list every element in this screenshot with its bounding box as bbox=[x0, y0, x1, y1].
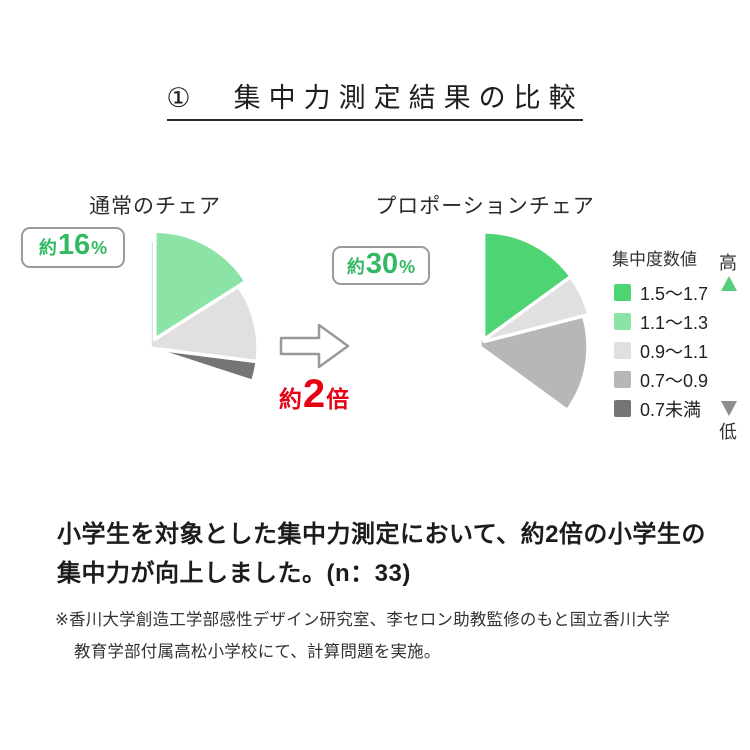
legend: 1.5〜1.7 1.1〜1.3 0.9〜1.1 0.7〜0.9 0.7未満 bbox=[614, 284, 708, 420]
summary-line-1: 小学生を対象とした集中力測定において、約2倍の小学生の bbox=[57, 521, 706, 548]
footnote-line-1: ※香川大学創造工学部感性デザイン研究室、李セロン助教監修のもと国立香川大学 bbox=[55, 606, 670, 630]
callout-16-percent: 約 16% bbox=[21, 227, 125, 268]
legend-item: 0.7〜0.9 bbox=[614, 371, 708, 391]
legend-label: 1.1〜1.3 bbox=[640, 312, 709, 333]
callout-30-percent: 約 30% bbox=[332, 246, 430, 285]
pie-chart-normal-chair bbox=[148, 229, 260, 384]
callout-prefix: 約 bbox=[38, 238, 57, 258]
legend-swatch-mid bbox=[614, 342, 631, 359]
pie-slice-proportion-chair-1.5〜1.7 bbox=[481, 230, 573, 342]
callout-value: 30 bbox=[365, 248, 399, 280]
legend-label: 0.7〜0.9 bbox=[640, 370, 709, 391]
title-underline bbox=[167, 119, 583, 121]
multiplier-value: 2 bbox=[302, 372, 326, 416]
legend-label: 0.9〜1.1 bbox=[640, 341, 709, 362]
pie-slice-normal-chair-1.1〜1.3 bbox=[153, 229, 248, 341]
legend-title: 集中度数値 bbox=[612, 250, 697, 269]
footnote-line-2: 教育学部付属高松小学校にて、計算問題を実施。 bbox=[74, 643, 441, 661]
callout-suffix: % bbox=[399, 257, 416, 277]
legend-swatch-mid-high bbox=[614, 313, 631, 330]
legend-swatch-high bbox=[614, 284, 631, 301]
pie-title-proportion-chair: プロポーションチェア bbox=[375, 195, 595, 218]
callout-prefix: 約 bbox=[346, 257, 365, 277]
right-arrow-icon bbox=[279, 323, 350, 369]
summary-line-2: 集中力が向上しました。(n：33) bbox=[57, 560, 411, 587]
legend-item: 1.5〜1.7 bbox=[614, 284, 708, 304]
legend-label: 0.7未満 bbox=[640, 399, 702, 420]
legend-item: 1.1〜1.3 bbox=[614, 313, 708, 333]
callout-value: 16 bbox=[57, 229, 91, 261]
axis-label-low: 低 bbox=[719, 422, 737, 442]
pie-title-normal-chair: 通常のチェア bbox=[89, 195, 221, 218]
legend-label: 1.5〜1.7 bbox=[640, 283, 709, 304]
legend-swatch-low bbox=[614, 400, 631, 417]
callout-suffix: % bbox=[91, 238, 108, 258]
footnote-text: 香川大学創造工学部感性デザイン研究室、李セロン助教監修のもと国立香川大学 bbox=[69, 611, 670, 629]
axis-label-high: 高 bbox=[719, 253, 737, 273]
legend-swatch-mid-low bbox=[614, 371, 631, 388]
legend-item: 0.9〜1.1 bbox=[614, 342, 708, 362]
multiplier-prefix: 約 bbox=[278, 386, 302, 412]
high-low-gradient-arrow-icon bbox=[721, 276, 737, 416]
page-title: ① 集中力測定結果の比較 bbox=[166, 83, 584, 113]
pie-chart-proportion-chair bbox=[478, 230, 591, 413]
legend-item: 0.7未満 bbox=[614, 400, 708, 420]
footnote-marker: ※ bbox=[55, 611, 70, 629]
multiplier-suffix: 倍 bbox=[326, 386, 350, 412]
